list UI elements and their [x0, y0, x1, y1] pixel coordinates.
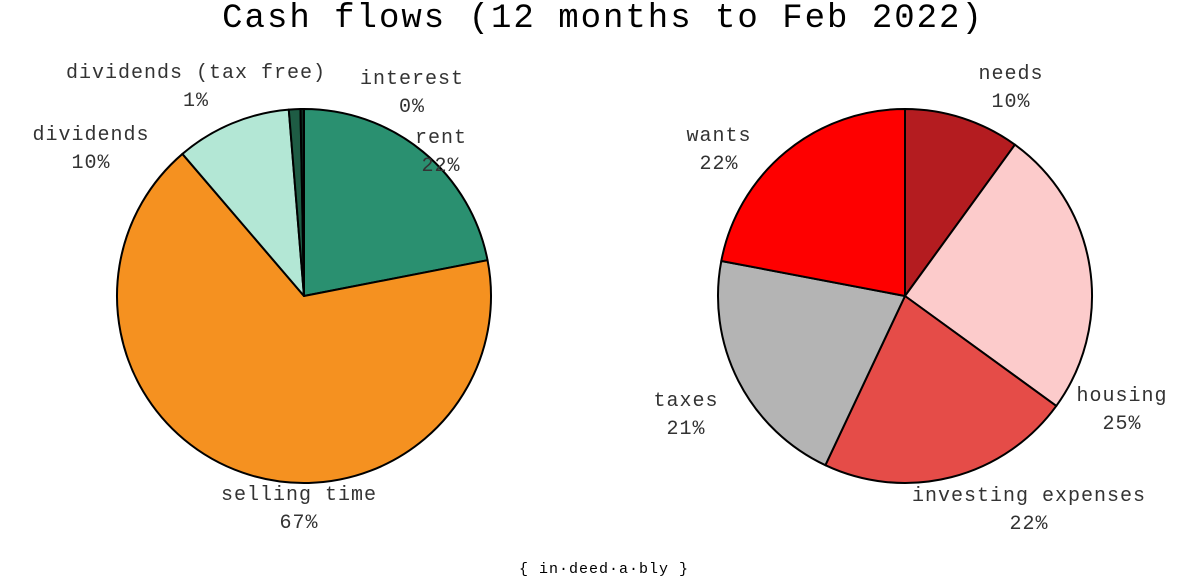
slice-label-selling-time: selling time: [221, 484, 377, 507]
spending-pie-chart: [717, 108, 1093, 484]
slice-label-taxes: taxes: [653, 390, 718, 413]
slice-percent-rent: 22%: [421, 155, 460, 178]
pie-slice-dividends: [181, 108, 305, 297]
slice-label-rent: rent: [415, 127, 467, 150]
pie-slice-wants: [720, 108, 906, 297]
slice-label-interest: interest: [360, 68, 464, 91]
slice-label-investing-expenses: investing expenses: [912, 485, 1146, 508]
chart-title: Cash flows (12 months to Feb 2022): [222, 0, 984, 38]
slice-percent-taxes: 21%: [666, 418, 705, 441]
slice-percent-dividends-tax-free: 1%: [183, 90, 209, 113]
slice-label-needs: needs: [978, 63, 1043, 86]
slice-label-dividends: dividends: [32, 124, 149, 147]
site-watermark: { in·deed·a·bly }: [519, 561, 689, 578]
income-pie-labels: rent 22% selling time 67% dividends 10% divide…: [32, 62, 467, 535]
pie-slice-selling-time: [116, 152, 492, 485]
income-pie-chart: [116, 107, 492, 485]
slice-percent-interest: 0%: [399, 96, 425, 119]
slice-label-wants: wants: [686, 125, 751, 148]
spending-pie-labels: needs 10% housing 25% investing expenses 22% t…: [653, 63, 1167, 536]
slice-percent-wants: 22%: [699, 153, 738, 176]
slice-label-housing: housing: [1076, 385, 1167, 408]
slice-percent-selling-time: 67%: [279, 512, 318, 535]
pie-slice-needs: [904, 108, 1016, 297]
pie-slice-taxes: [717, 259, 906, 467]
slice-percent-housing: 25%: [1102, 413, 1141, 436]
pie-slice-interest: [299, 107, 305, 297]
pie-slice-rent: [303, 108, 489, 297]
slice-percent-dividends: 10%: [71, 152, 110, 175]
slice-label-dividends-tax-free: dividends (tax free): [66, 62, 326, 85]
pie-slice-housing: [904, 143, 1093, 407]
slice-percent-needs: 10%: [991, 91, 1030, 114]
slice-percent-investing-expenses: 22%: [1009, 513, 1048, 536]
